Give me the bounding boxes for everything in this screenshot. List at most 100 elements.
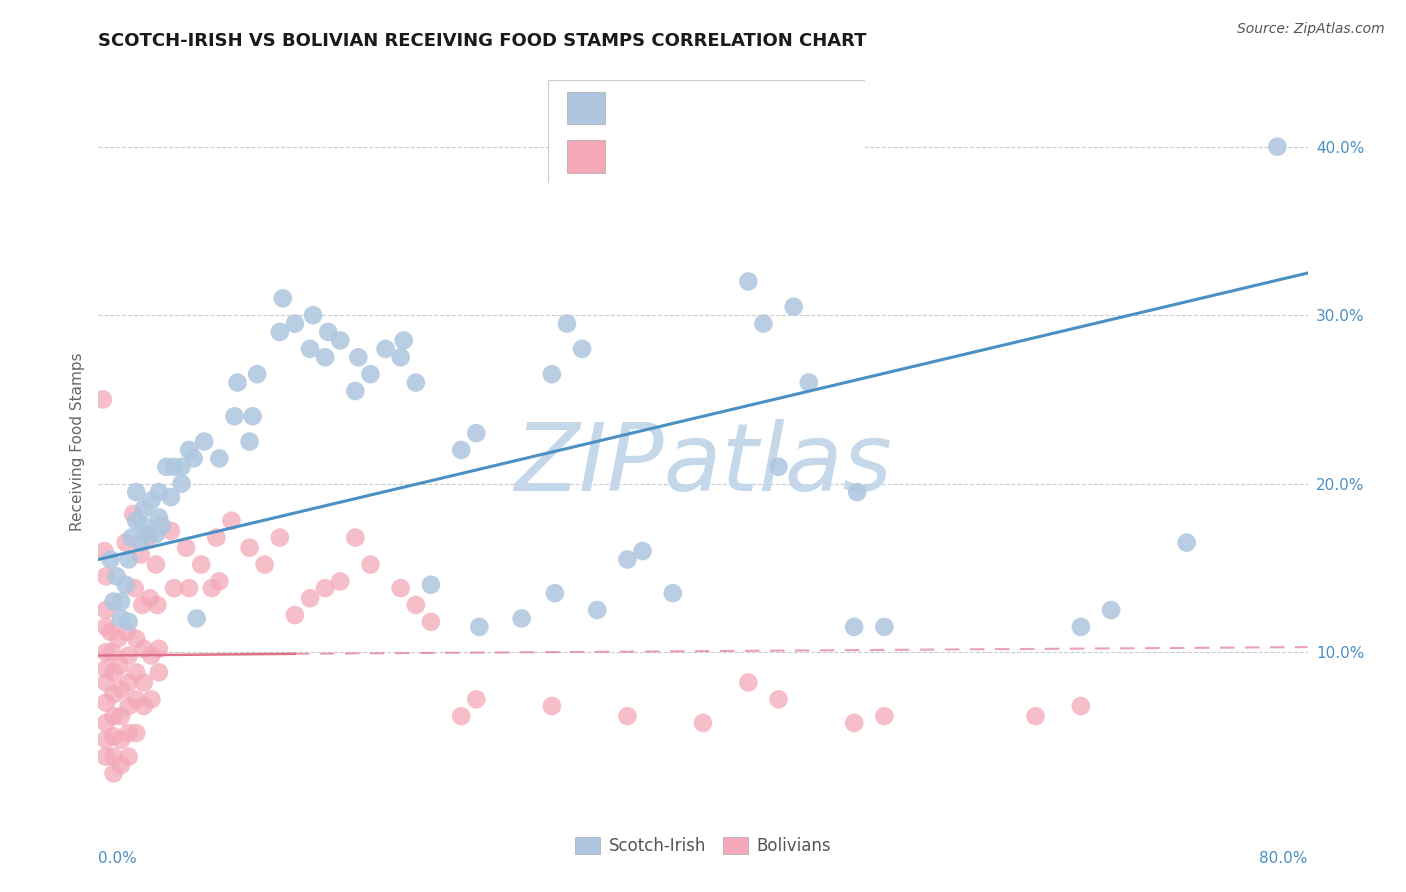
Point (132, 502, 155, 516)
Point (873, 620, 896, 634)
Point (136, 531, 159, 545)
Text: 82: 82 (796, 147, 818, 165)
Point (314, 581, 336, 595)
Point (103, 665, 125, 680)
Point (284, 608, 307, 623)
Point (145, 527, 167, 541)
Point (316, 325, 339, 339)
Point (129, 548, 152, 562)
Point (100, 624, 122, 639)
Point (125, 665, 148, 680)
Point (94, 569, 117, 583)
Point (131, 598, 153, 612)
Point (190, 558, 212, 572)
Point (344, 384, 367, 398)
Point (389, 351, 412, 365)
Point (374, 342, 396, 356)
Point (125, 632, 148, 646)
Point (737, 675, 759, 690)
Point (110, 682, 132, 697)
Point (103, 594, 125, 608)
Point (465, 426, 488, 441)
Point (103, 766, 125, 780)
Point (118, 749, 141, 764)
Point (347, 351, 370, 365)
Point (269, 325, 291, 339)
Point (163, 581, 186, 595)
Point (103, 687, 125, 701)
Point (631, 544, 654, 558)
Point (94, 603, 117, 617)
Point (148, 665, 170, 680)
Point (768, 459, 790, 474)
Point (616, 709, 638, 723)
Point (110, 594, 132, 608)
Point (450, 709, 472, 723)
Point (468, 620, 491, 634)
Point (94, 696, 117, 710)
Point (160, 490, 183, 504)
Point (91, 392, 114, 407)
Point (146, 598, 169, 612)
Point (465, 692, 488, 706)
Point (299, 591, 322, 606)
Point (132, 641, 155, 656)
Point (94, 645, 117, 659)
Point (118, 552, 141, 566)
Point (110, 611, 132, 625)
Point (100, 552, 122, 566)
Point (344, 531, 367, 545)
Point (141, 692, 163, 706)
Point (179, 442, 201, 457)
Point (392, 334, 415, 348)
Point (737, 275, 759, 289)
Point (94, 662, 117, 676)
Point (224, 409, 246, 424)
Point (1070, 620, 1092, 634)
Point (284, 317, 307, 331)
Point (246, 367, 269, 381)
Point (186, 611, 208, 625)
Point (208, 574, 231, 589)
FancyBboxPatch shape (568, 140, 606, 173)
Point (1024, 709, 1046, 723)
Text: N =: N = (731, 147, 779, 165)
Point (242, 409, 264, 424)
Point (846, 485, 869, 500)
Point (540, 699, 562, 714)
Point (110, 732, 132, 747)
Point (125, 514, 148, 528)
Point (118, 726, 141, 740)
Point (692, 715, 714, 730)
Y-axis label: Receiving Food Stamps: Receiving Food Stamps (69, 352, 84, 531)
Point (1070, 699, 1092, 714)
Point (183, 451, 205, 466)
Point (103, 749, 125, 764)
Point (103, 709, 125, 723)
Point (125, 692, 148, 706)
Point (118, 675, 141, 690)
Text: R =: R = (619, 147, 654, 165)
Point (132, 699, 155, 714)
Point (107, 632, 129, 646)
Point (299, 342, 322, 356)
Point (271, 291, 294, 305)
Point (114, 535, 136, 549)
Point (571, 342, 593, 356)
Point (389, 581, 412, 595)
Point (122, 507, 145, 521)
Point (148, 510, 170, 524)
Point (768, 692, 790, 706)
Point (616, 552, 638, 566)
Point (108, 658, 131, 673)
Point (450, 442, 472, 457)
Point (94, 732, 117, 747)
Point (160, 524, 183, 538)
Point (155, 459, 177, 474)
Point (510, 611, 533, 625)
Point (844, 620, 866, 634)
Point (94, 749, 117, 764)
Point (405, 598, 427, 612)
Point (405, 376, 427, 390)
Text: 0.363: 0.363 (669, 99, 721, 117)
